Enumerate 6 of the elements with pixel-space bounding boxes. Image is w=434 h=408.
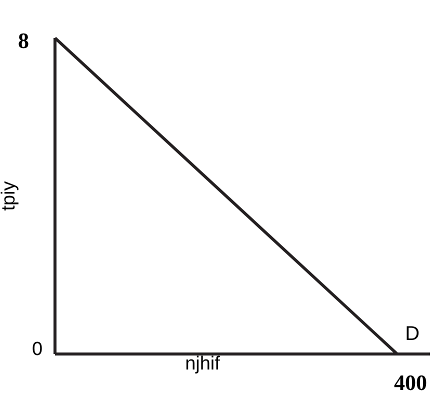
annotation: 0 — [32, 339, 43, 360]
x-axis-title: njhif — [185, 353, 221, 374]
text: 400 — [394, 370, 427, 395]
annotation: 8 — [18, 28, 29, 53]
y-axis-title: tpiy — [0, 180, 20, 211]
series-label: D — [405, 323, 420, 345]
